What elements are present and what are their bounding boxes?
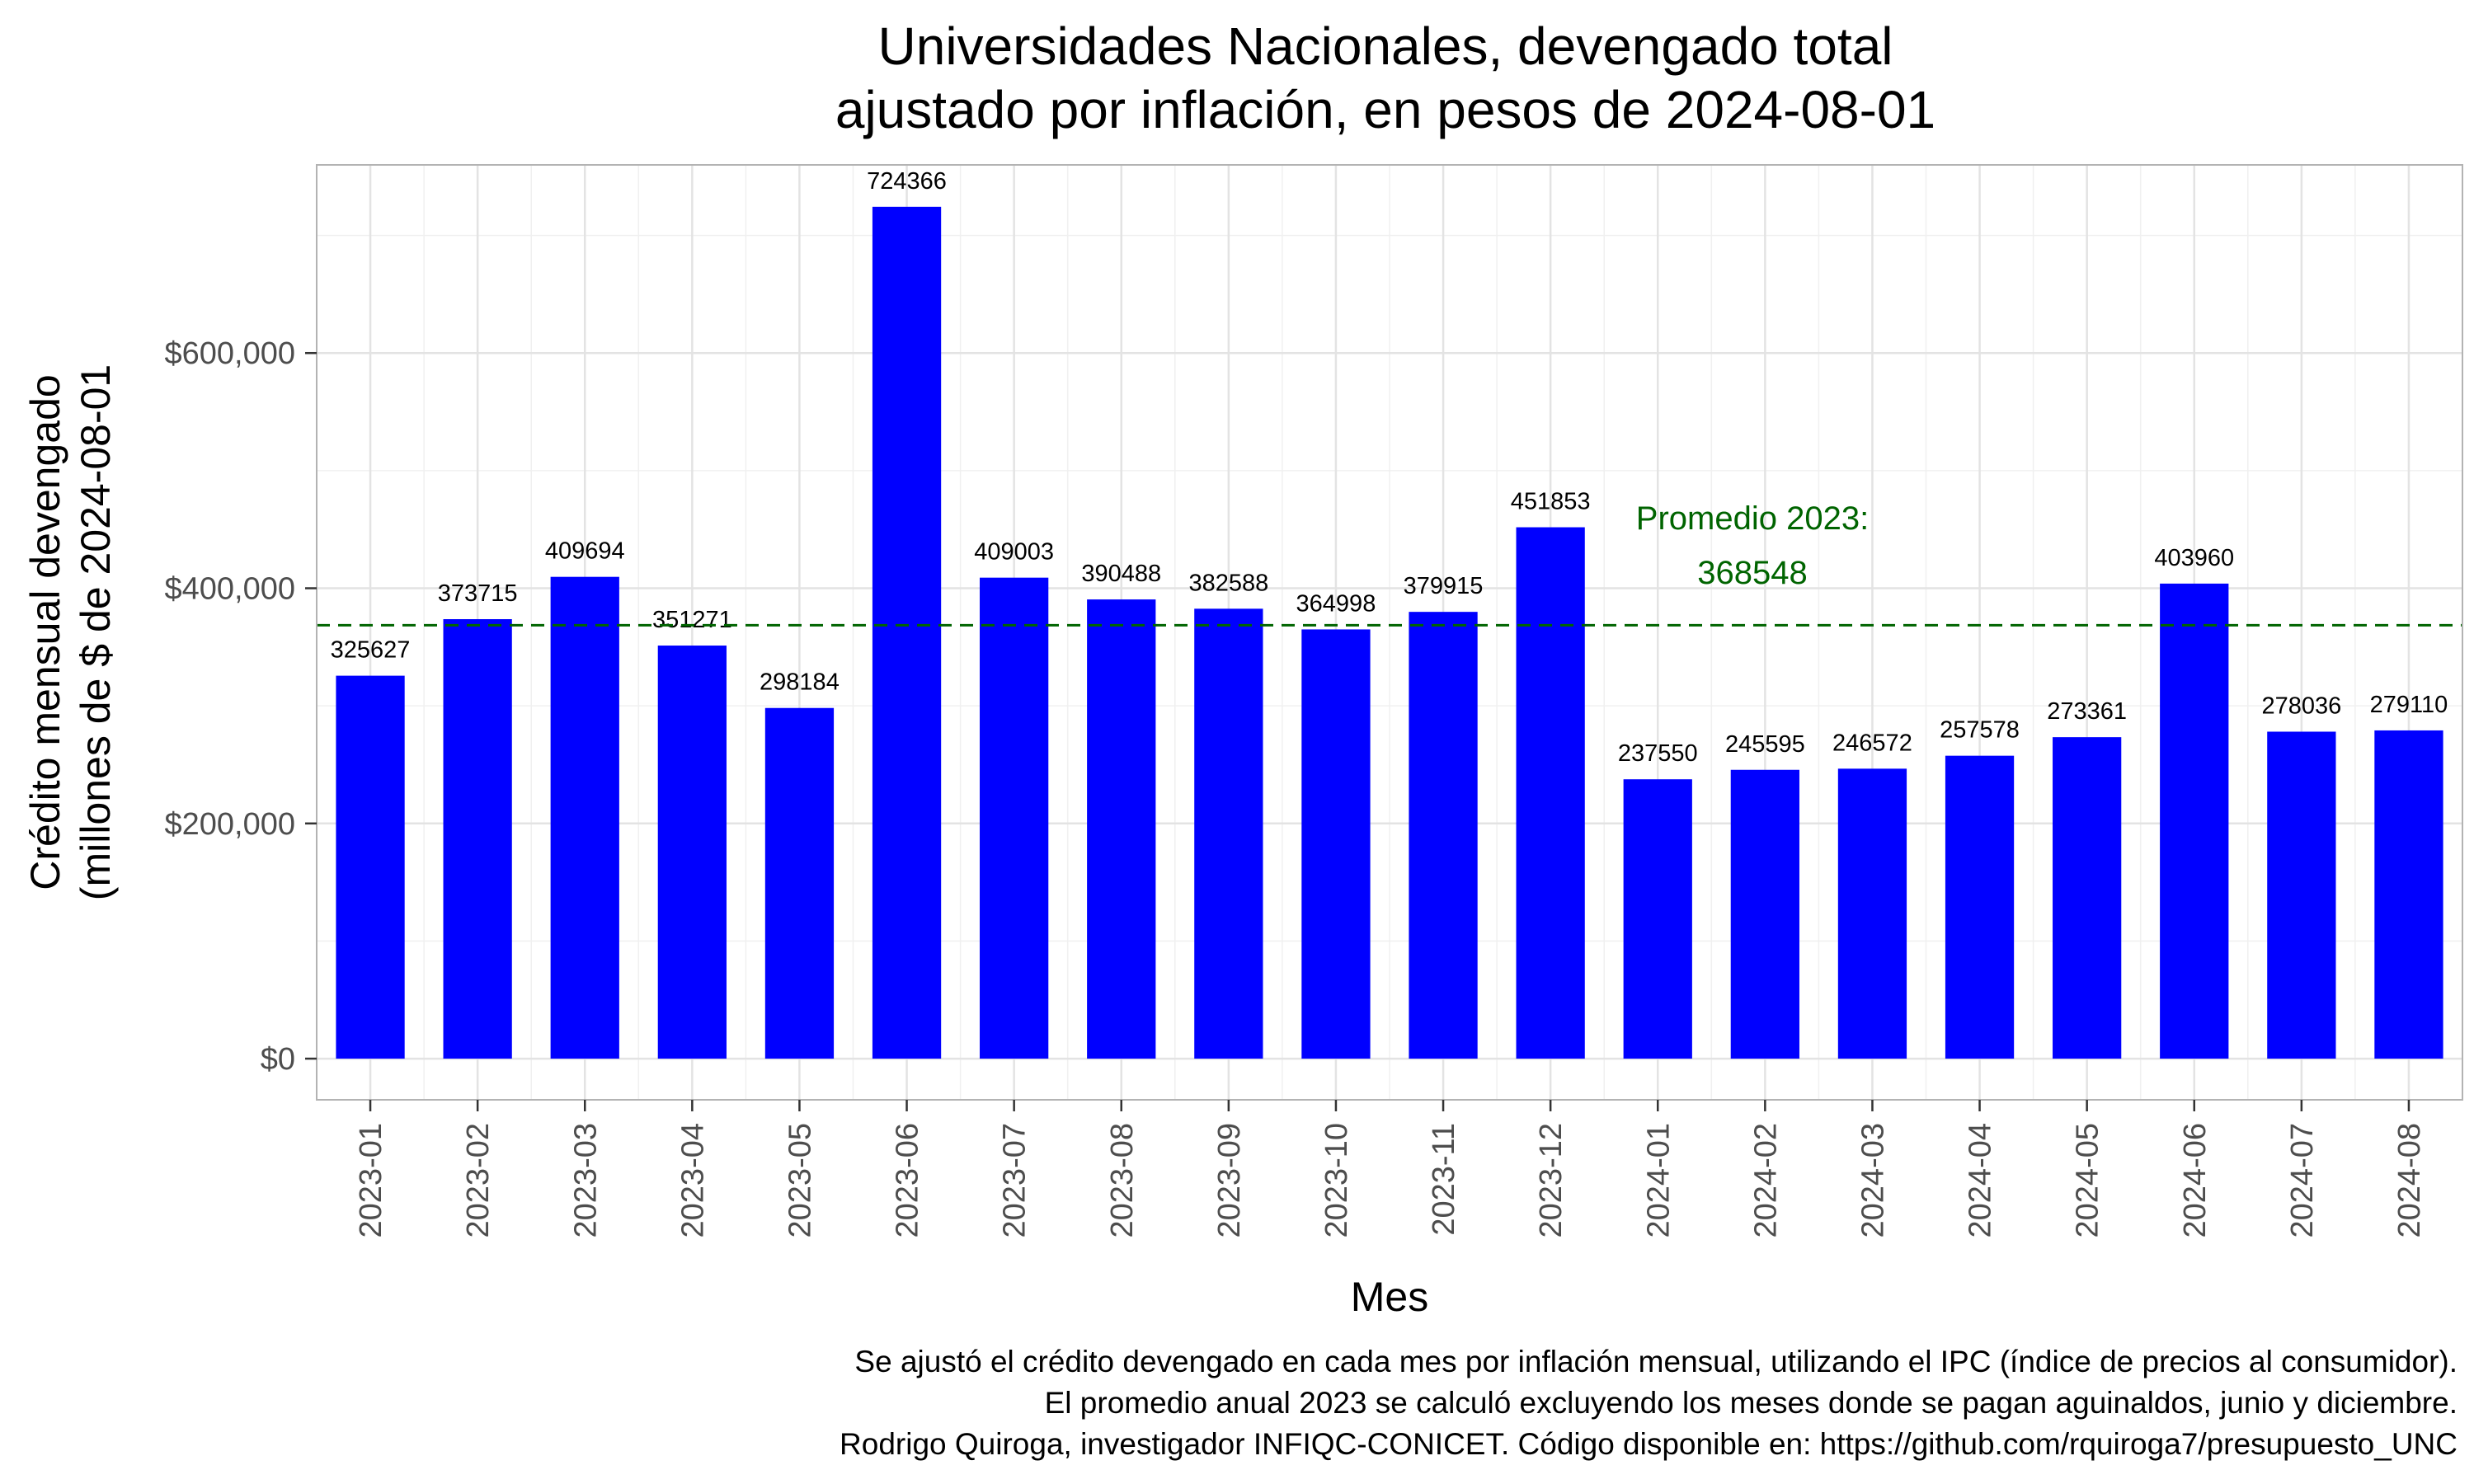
caption-line-1: Se ajustó el crédito devengado en cada m…	[854, 1345, 2458, 1378]
bar	[1409, 612, 1478, 1059]
data-label: 351271	[652, 607, 732, 633]
chart-title-line-2: ajustado por inflación, en pesos de 2024…	[835, 80, 1935, 139]
bar	[2053, 737, 2122, 1059]
bar	[1194, 608, 1263, 1059]
x-tick-label: 2024-05	[2071, 1123, 2105, 1237]
y-tick-label: $400,000	[165, 572, 296, 607]
data-label: 279110	[2370, 692, 2448, 718]
bar	[1301, 629, 1371, 1059]
x-axis: 2023-01 2023-02 2023-03 2023-04 2023-05 2023-…	[354, 1100, 2427, 1237]
x-tick-label: 2023-05	[783, 1123, 817, 1237]
x-tick-label: 2023-12	[1534, 1123, 1569, 1237]
x-tick-label: 2024-06	[2178, 1123, 2213, 1237]
bar	[2267, 731, 2336, 1059]
y-tick-label: $200,000	[165, 807, 296, 842]
bar	[1945, 755, 2015, 1059]
x-axis-label: Mes	[1351, 1274, 1428, 1320]
bar	[1087, 599, 1156, 1059]
data-label: 409003	[974, 539, 1054, 566]
data-label: 382588	[1188, 570, 1268, 596]
data-label: 390488	[1081, 561, 1161, 587]
x-tick-label: 2023-04	[675, 1123, 710, 1237]
data-label: 379915	[1404, 573, 1484, 599]
data-label: 273361	[2047, 698, 2127, 725]
x-tick-label: 2023-08	[1105, 1123, 1140, 1237]
grid-minor	[317, 165, 2462, 1100]
bar	[550, 576, 619, 1059]
data-label: 409694	[545, 538, 625, 565]
x-tick-label: 2023-10	[1319, 1123, 1354, 1237]
x-tick-label: 2023-03	[568, 1123, 603, 1237]
x-tick-label: 2024-04	[1964, 1123, 1998, 1237]
average-label-title: Promedio 2023:	[1636, 500, 1869, 537]
data-labels: 325627 373715 409694 351271 298184 724366 4090…	[331, 168, 2448, 767]
data-label: 246572	[1832, 730, 1912, 756]
bar	[443, 619, 512, 1059]
x-tick-label: 2024-07	[2285, 1123, 2320, 1237]
caption-line-2: El promedio anual 2023 se calculó excluy…	[1045, 1386, 2458, 1420]
x-tick-label: 2023-01	[354, 1123, 388, 1237]
x-tick-label: 2023-11	[1427, 1123, 1461, 1236]
data-label: 724366	[867, 168, 947, 195]
bar	[657, 646, 727, 1059]
data-label: 237550	[1618, 740, 1698, 767]
y-tick-label: $600,000	[165, 336, 296, 371]
y-tick-label: $0	[261, 1042, 295, 1077]
bar	[2160, 583, 2229, 1059]
bar	[980, 577, 1049, 1059]
data-label: 245595	[1725, 731, 1805, 758]
data-label: 298184	[760, 669, 840, 696]
bar	[2374, 730, 2443, 1059]
data-label: 364998	[1296, 590, 1376, 617]
y-axis-label-line-2: (millones de $ de 2024-08-01	[73, 364, 119, 900]
data-label: 403960	[2154, 545, 2234, 571]
y-axis-label-line-1: Crédito mensual devengado	[22, 374, 68, 890]
bar	[872, 206, 942, 1059]
x-tick-label: 2023-06	[891, 1123, 925, 1237]
data-label: 257578	[1940, 717, 2020, 744]
x-tick-label: 2023-02	[461, 1123, 496, 1237]
data-label: 451853	[1511, 489, 1591, 515]
x-tick-label: 2024-03	[1856, 1123, 1890, 1237]
caption-line-3: Rodrigo Quiroga, investigador INFIQC-CON…	[840, 1427, 2458, 1461]
plot-border	[316, 164, 2463, 1101]
x-tick-label: 2023-07	[998, 1123, 1032, 1237]
bar	[1623, 779, 1692, 1059]
bar	[1730, 769, 1799, 1059]
chart-title-line-1: Universidades Nacionales, devengado tota…	[878, 16, 1893, 76]
bar	[1516, 527, 1585, 1059]
bar	[336, 675, 405, 1059]
x-tick-label: 2023-09	[1212, 1123, 1247, 1237]
bar	[1837, 768, 1907, 1059]
average-label-value: 368548	[1697, 555, 1807, 591]
bar	[764, 707, 835, 1059]
bars	[336, 206, 2443, 1059]
x-tick-label: 2024-01	[1641, 1123, 1676, 1237]
x-tick-label: 2024-08	[2392, 1123, 2427, 1237]
data-label: 325627	[331, 637, 411, 664]
y-axis: $0 $200,000 $400,000 $600,000	[165, 336, 317, 1077]
x-tick-label: 2024-02	[1748, 1123, 1783, 1237]
data-label: 373715	[438, 580, 518, 607]
data-label: 278036	[2261, 693, 2341, 719]
